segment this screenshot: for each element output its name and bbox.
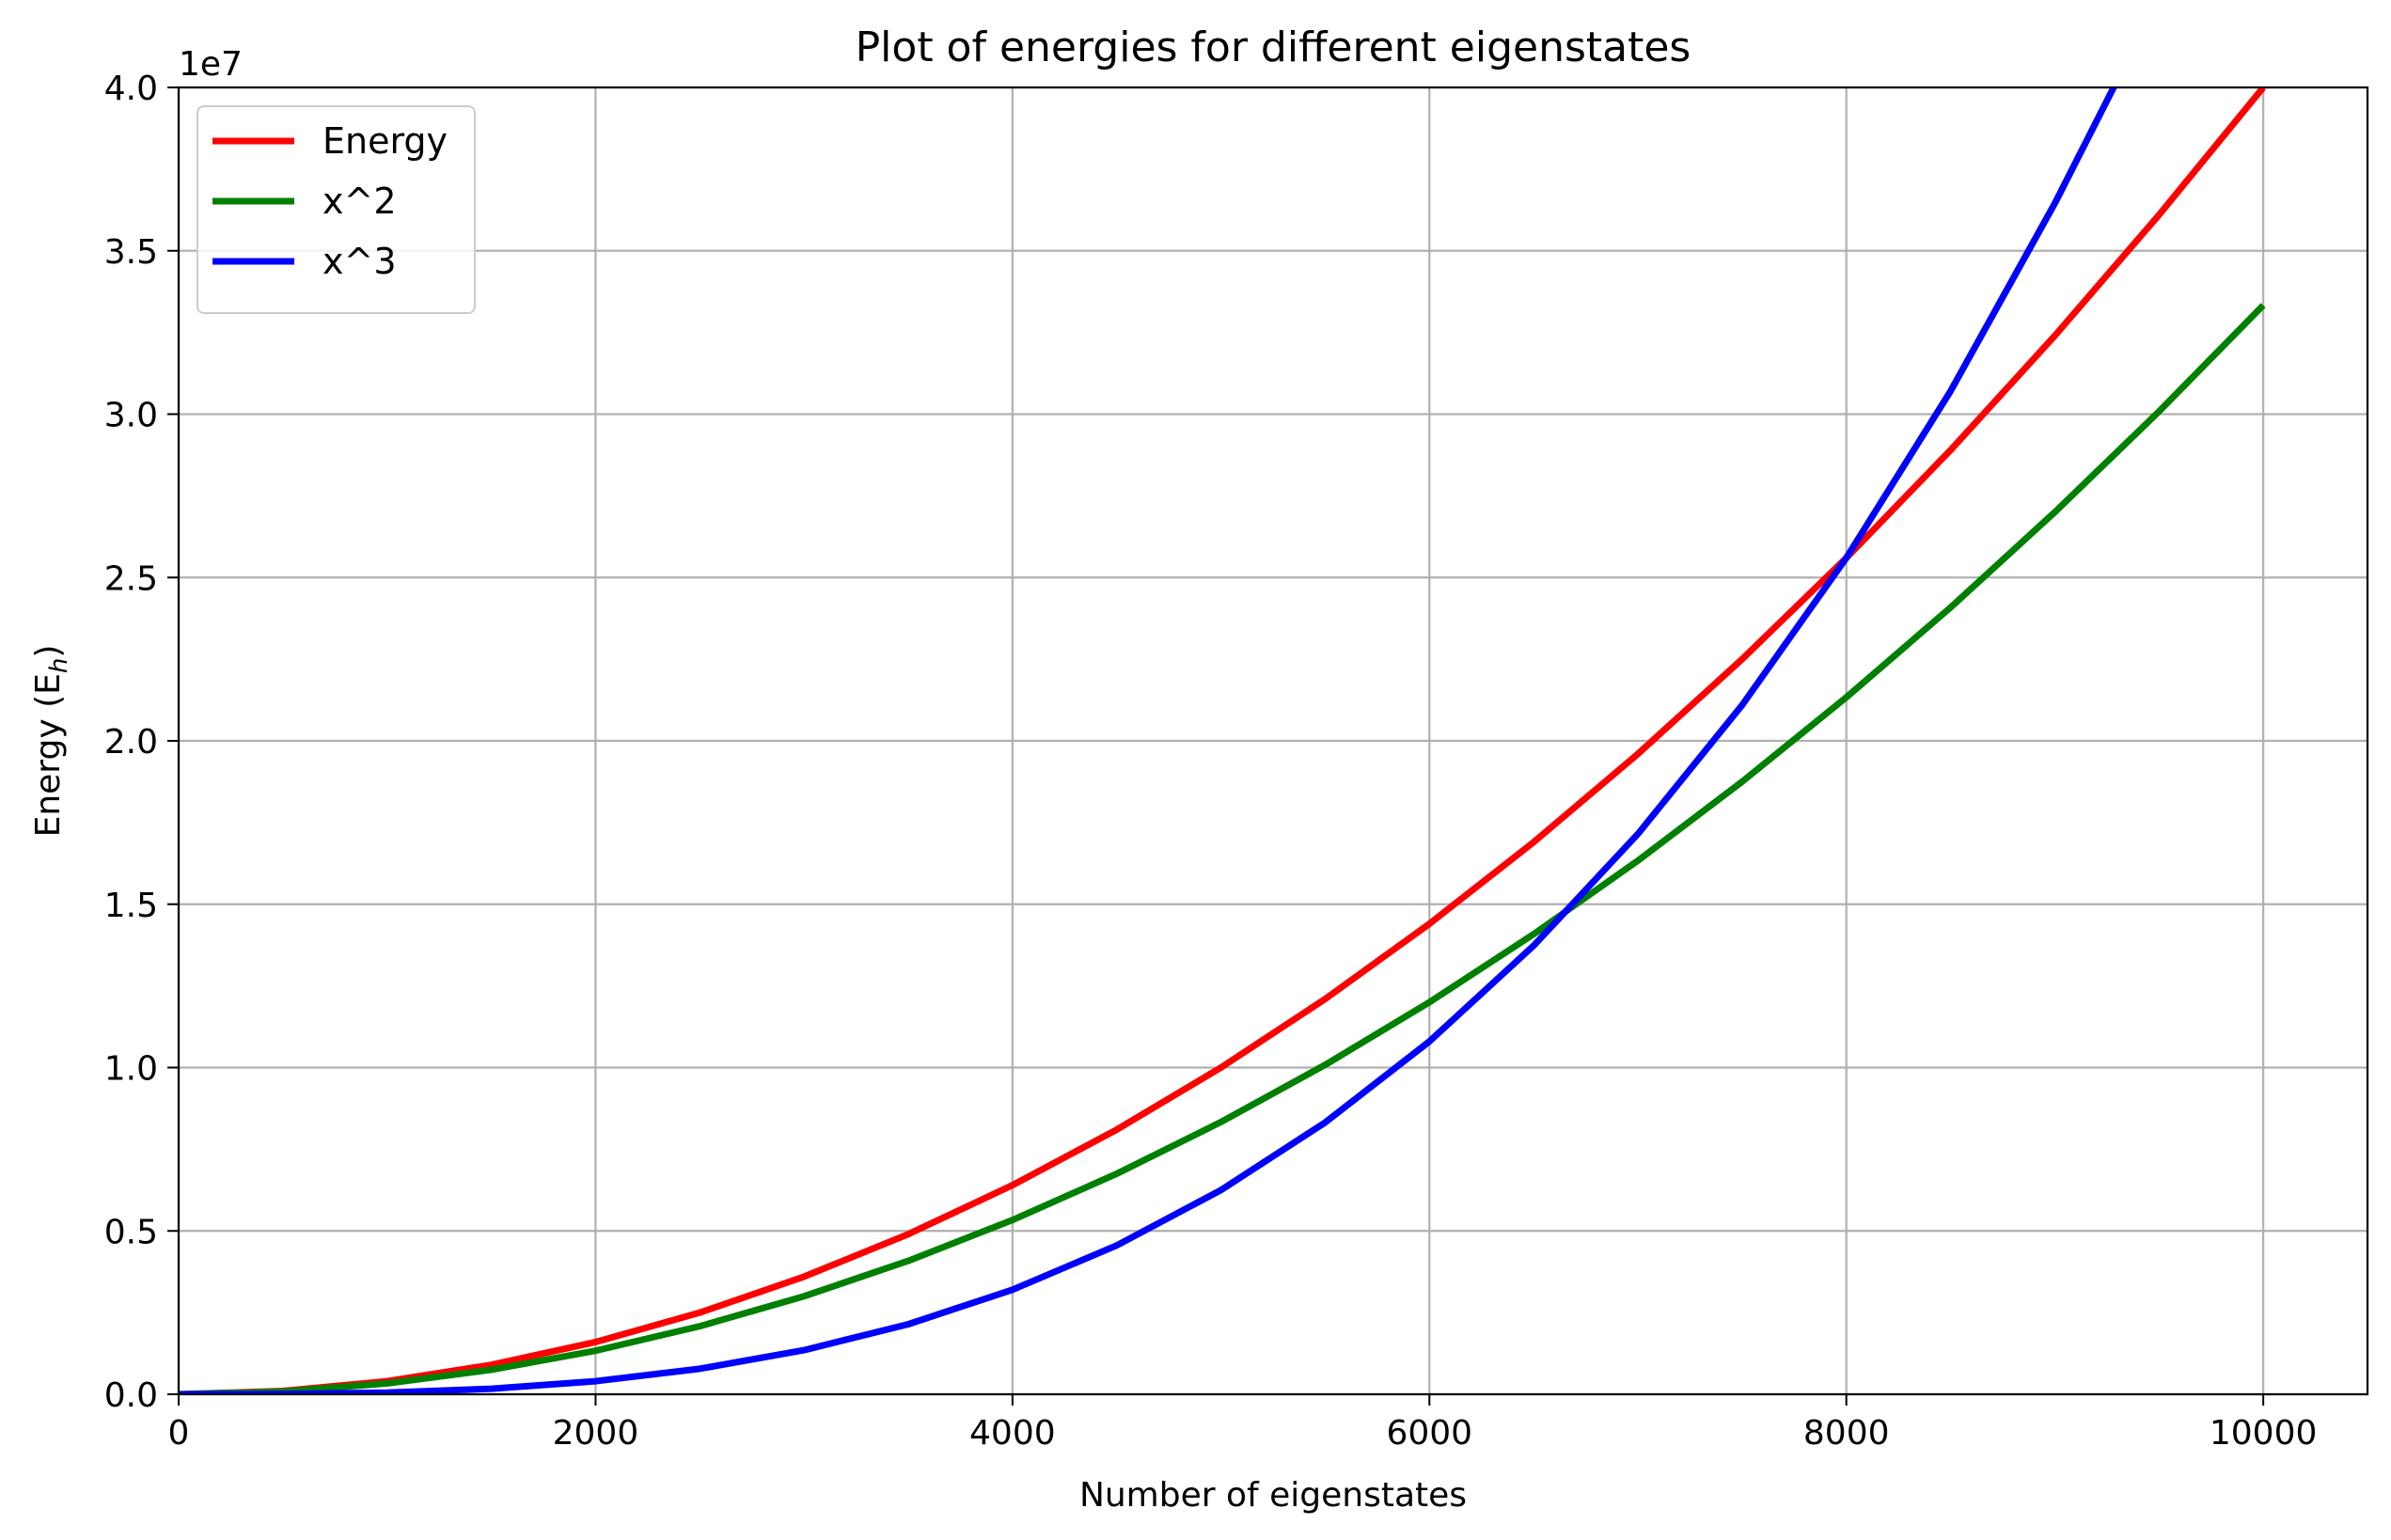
legend-label: Energy bbox=[322, 120, 448, 162]
y-tick-label: 3.5 bbox=[104, 233, 158, 272]
y-tick-label: 1.5 bbox=[104, 887, 158, 925]
y-tick-label: 1.0 bbox=[104, 1050, 158, 1089]
y-tick-label: 4.0 bbox=[104, 70, 158, 108]
series-line-x^2 bbox=[179, 303, 2266, 1394]
y-axis-label-subscript: h bbox=[45, 658, 73, 673]
series-line-x^3 bbox=[179, 87, 2117, 1394]
grid bbox=[177, 86, 2367, 1396]
y-tick-label: 0.0 bbox=[104, 1376, 158, 1415]
x-tick-label: 0 bbox=[168, 1414, 190, 1453]
chart-title: Plot of energies for different eigenstat… bbox=[856, 24, 1691, 71]
y-axis-label-close: ) bbox=[29, 645, 68, 658]
x-tick-label: 2000 bbox=[553, 1414, 639, 1453]
series-layer bbox=[179, 87, 2266, 1394]
x-axis-label: Number of eigenstates bbox=[1079, 1476, 1467, 1515]
y-tick-label: 0.5 bbox=[104, 1213, 158, 1251]
axis-ticks: 0 2000 4000 6000 8000 10000 0.0 0.5 1.0 1.5 2.0 2.5… bbox=[104, 70, 2318, 1453]
y-axis-label: Energy (Eh) bbox=[29, 645, 73, 838]
x-tick-label: 10000 bbox=[2210, 1414, 2318, 1453]
y-tick-label: 3.0 bbox=[104, 397, 158, 435]
series-line-Energy bbox=[179, 87, 2266, 1394]
x-tick-label: 8000 bbox=[1803, 1414, 1890, 1453]
y-axis-offset-label: 1e7 bbox=[179, 45, 243, 84]
legend-label: x^2 bbox=[322, 181, 397, 222]
x-tick-label: 4000 bbox=[969, 1414, 1056, 1453]
y-tick-label: 2.5 bbox=[104, 559, 158, 598]
legend: Energy x^2 x^3 bbox=[197, 105, 476, 314]
y-axis-label-main: Energy (E bbox=[29, 673, 68, 837]
x-tick-label: 6000 bbox=[1386, 1414, 1472, 1453]
legend-label: x^3 bbox=[322, 241, 397, 282]
y-tick-label: 2.0 bbox=[104, 723, 158, 762]
